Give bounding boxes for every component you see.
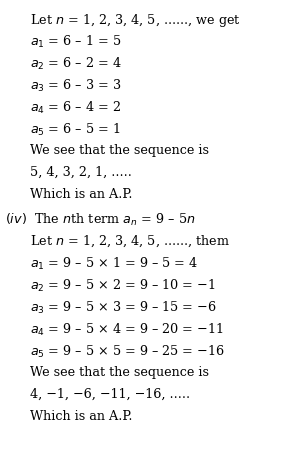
- Text: Let $n$ = 1, 2, 3, 4, 5, ......, we get: Let $n$ = 1, 2, 3, 4, 5, ......, we get: [30, 12, 241, 29]
- Text: We see that the sequence is: We see that the sequence is: [30, 366, 209, 379]
- Text: $a_5$ = 9 – 5 × 5 = 9 – 25 = −16: $a_5$ = 9 – 5 × 5 = 9 – 25 = −16: [30, 344, 225, 360]
- Text: $a_3$ = 9 – 5 × 3 = 9 – 15 = −6: $a_3$ = 9 – 5 × 3 = 9 – 15 = −6: [30, 300, 217, 316]
- Text: $a_3$ = 6 – 3 = 3: $a_3$ = 6 – 3 = 3: [30, 78, 121, 94]
- Text: $a_1$ = 9 – 5 × 1 = 9 – 5 = 4: $a_1$ = 9 – 5 × 1 = 9 – 5 = 4: [30, 256, 198, 272]
- Text: We see that the sequence is: We see that the sequence is: [30, 144, 209, 157]
- Text: $a_5$ = 6 – 5 = 1: $a_5$ = 6 – 5 = 1: [30, 122, 120, 138]
- Text: 5, 4, 3, 2, 1, .....: 5, 4, 3, 2, 1, .....: [30, 166, 132, 179]
- Text: $a_2$ = 9 – 5 × 2 = 9 – 10 = −1: $a_2$ = 9 – 5 × 2 = 9 – 10 = −1: [30, 278, 216, 294]
- Text: Let $n$ = 1, 2, 3, 4, 5, ......, them: Let $n$ = 1, 2, 3, 4, 5, ......, them: [30, 234, 230, 249]
- Text: Which is an A.P.: Which is an A.P.: [30, 188, 132, 201]
- Text: 4, −1, −6, −11, −16, .....: 4, −1, −6, −11, −16, .....: [30, 388, 190, 401]
- Text: $a_2$ = 6 – 2 = 4: $a_2$ = 6 – 2 = 4: [30, 56, 122, 72]
- Text: $(iv)$  The $n$th term $a_n$ = 9 – 5$n$: $(iv)$ The $n$th term $a_n$ = 9 – 5$n$: [5, 212, 195, 228]
- Text: $a_4$ = 6 – 4 = 2: $a_4$ = 6 – 4 = 2: [30, 100, 121, 116]
- Text: Which is an A.P.: Which is an A.P.: [30, 410, 132, 423]
- Text: $a_1$ = 6 – 1 = 5: $a_1$ = 6 – 1 = 5: [30, 34, 121, 50]
- Text: $a_4$ = 9 – 5 × 4 = 9 – 20 = −11: $a_4$ = 9 – 5 × 4 = 9 – 20 = −11: [30, 322, 224, 338]
